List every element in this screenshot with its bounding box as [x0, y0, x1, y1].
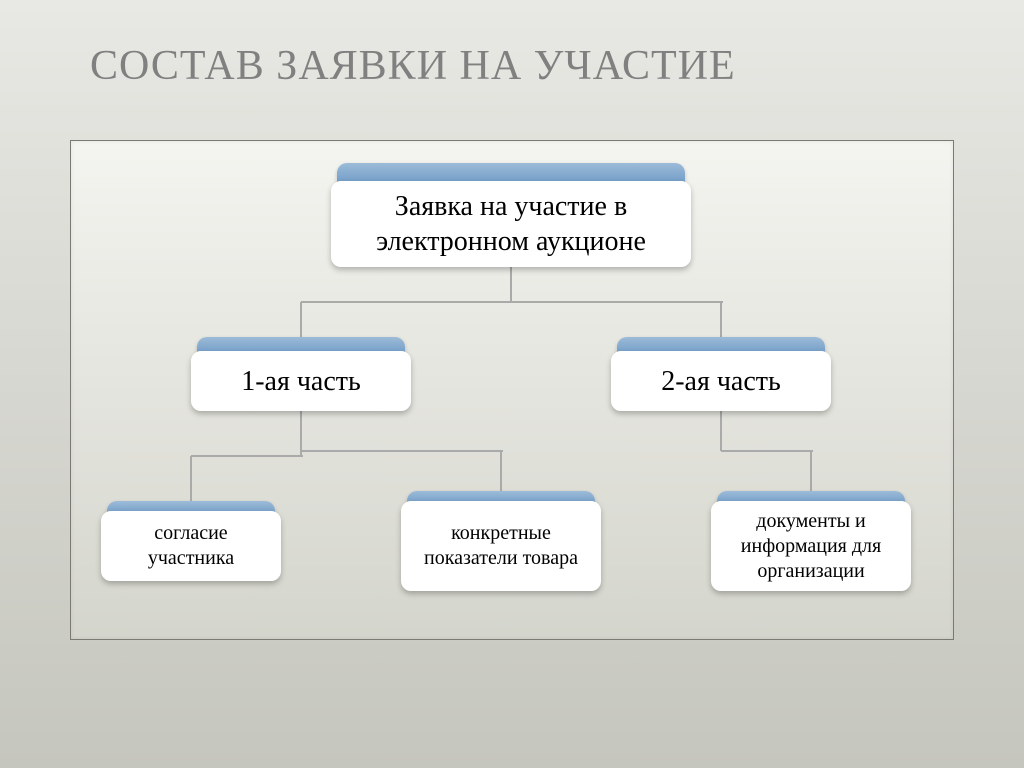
connector	[300, 411, 302, 451]
tree-node-leaf3: документы и информация для организации	[711, 501, 911, 591]
connector	[721, 450, 813, 452]
connector	[511, 301, 723, 303]
connector	[500, 451, 502, 491]
tree-node-part1: 1-ая часть	[191, 351, 411, 411]
connector	[720, 302, 722, 337]
connector	[191, 455, 303, 457]
connector	[510, 267, 512, 302]
diagram-canvas: Заявка на участие в электронном аукционе…	[70, 140, 954, 640]
connector	[301, 301, 513, 303]
connector	[720, 411, 722, 451]
tree-node-root: Заявка на участие в электронном аукционе	[331, 181, 691, 267]
tree-node-part2: 2-ая часть	[611, 351, 831, 411]
connector	[300, 302, 302, 337]
tree-node-leaf1: согласие участника	[101, 511, 281, 581]
page-title: СОСТАВ ЗАЯВКИ НА УЧАСТИЕ	[90, 42, 736, 90]
connector	[301, 450, 503, 452]
connector	[810, 451, 812, 491]
tree-node-leaf2: конкретные показатели товара	[401, 501, 601, 591]
connector	[190, 456, 192, 501]
